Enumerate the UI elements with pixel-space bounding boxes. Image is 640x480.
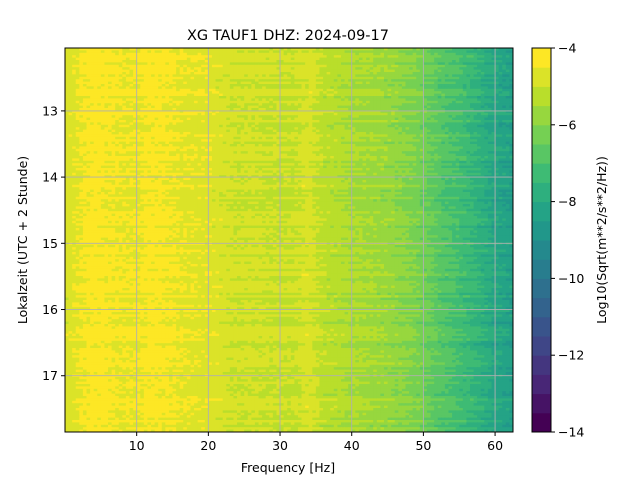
chart-title: XG TAUF1 DHZ: 2024-09-17 <box>187 28 389 44</box>
y-tick-label: 16 <box>42 302 58 317</box>
y-tick-label: 14 <box>42 170 58 185</box>
colorbar-tick-label: −14 <box>558 425 584 440</box>
x-tick-label: 60 <box>487 438 503 453</box>
colorbar-level <box>532 182 551 203</box>
colorbar-frame <box>531 47 552 433</box>
colorbar-level <box>532 105 551 126</box>
colorbar-level <box>532 86 551 107</box>
x-tick-label: 20 <box>200 438 216 453</box>
spectrogram-plot-area <box>65 48 513 432</box>
colorbar-level <box>532 163 551 183</box>
plot-frame <box>64 47 514 433</box>
colorbar-level <box>532 355 551 375</box>
colorbar-level <box>532 124 551 145</box>
x-axis-label: Frequency [Hz] <box>241 460 335 475</box>
colorbar-level <box>532 240 551 260</box>
y-tick-label: 15 <box>42 236 58 251</box>
y-axis-label: Lokalzeit (UTC + 2 Stunde) <box>15 156 30 324</box>
colorbar-level <box>532 316 551 337</box>
colorbar-tick-label: −12 <box>558 348 584 363</box>
colorbar-ticks: −4 −6 −8 −10 −12 −14 <box>551 41 584 440</box>
colorbar-level <box>532 48 551 68</box>
y-tick-label: 13 <box>42 103 58 118</box>
colorbar-level <box>532 336 551 356</box>
colorbar-level <box>532 259 551 279</box>
colorbar-tick-label: −6 <box>558 117 576 132</box>
grid-lines <box>65 48 513 432</box>
colorbar-level <box>532 220 551 241</box>
colorbar-tick-label: −8 <box>558 194 576 209</box>
colorbar <box>532 48 551 433</box>
x-tick-label: 50 <box>415 438 431 453</box>
colorbar-level <box>532 278 551 299</box>
colorbar-level <box>532 412 551 433</box>
x-axis-ticks: 10 20 30 40 50 60 <box>129 432 503 453</box>
y-axis-ticks: 13 14 15 16 17 <box>42 103 65 383</box>
x-tick-label: 40 <box>344 438 360 453</box>
colorbar-level <box>532 201 551 222</box>
x-tick-label: 30 <box>272 438 288 453</box>
colorbar-level <box>532 297 551 318</box>
colorbar-tick-label: −10 <box>558 271 584 286</box>
y-tick-label: 17 <box>42 368 58 383</box>
colorbar-label: Log10(Sqrt(m**2/s**2/Hz)) <box>594 156 609 324</box>
colorbar-level <box>532 374 551 395</box>
colorbar-level <box>532 393 551 414</box>
colorbar-tick-label: −4 <box>558 41 576 56</box>
colorbar-level <box>532 67 551 87</box>
x-tick-label: 10 <box>129 438 145 453</box>
colorbar-level <box>532 144 551 164</box>
